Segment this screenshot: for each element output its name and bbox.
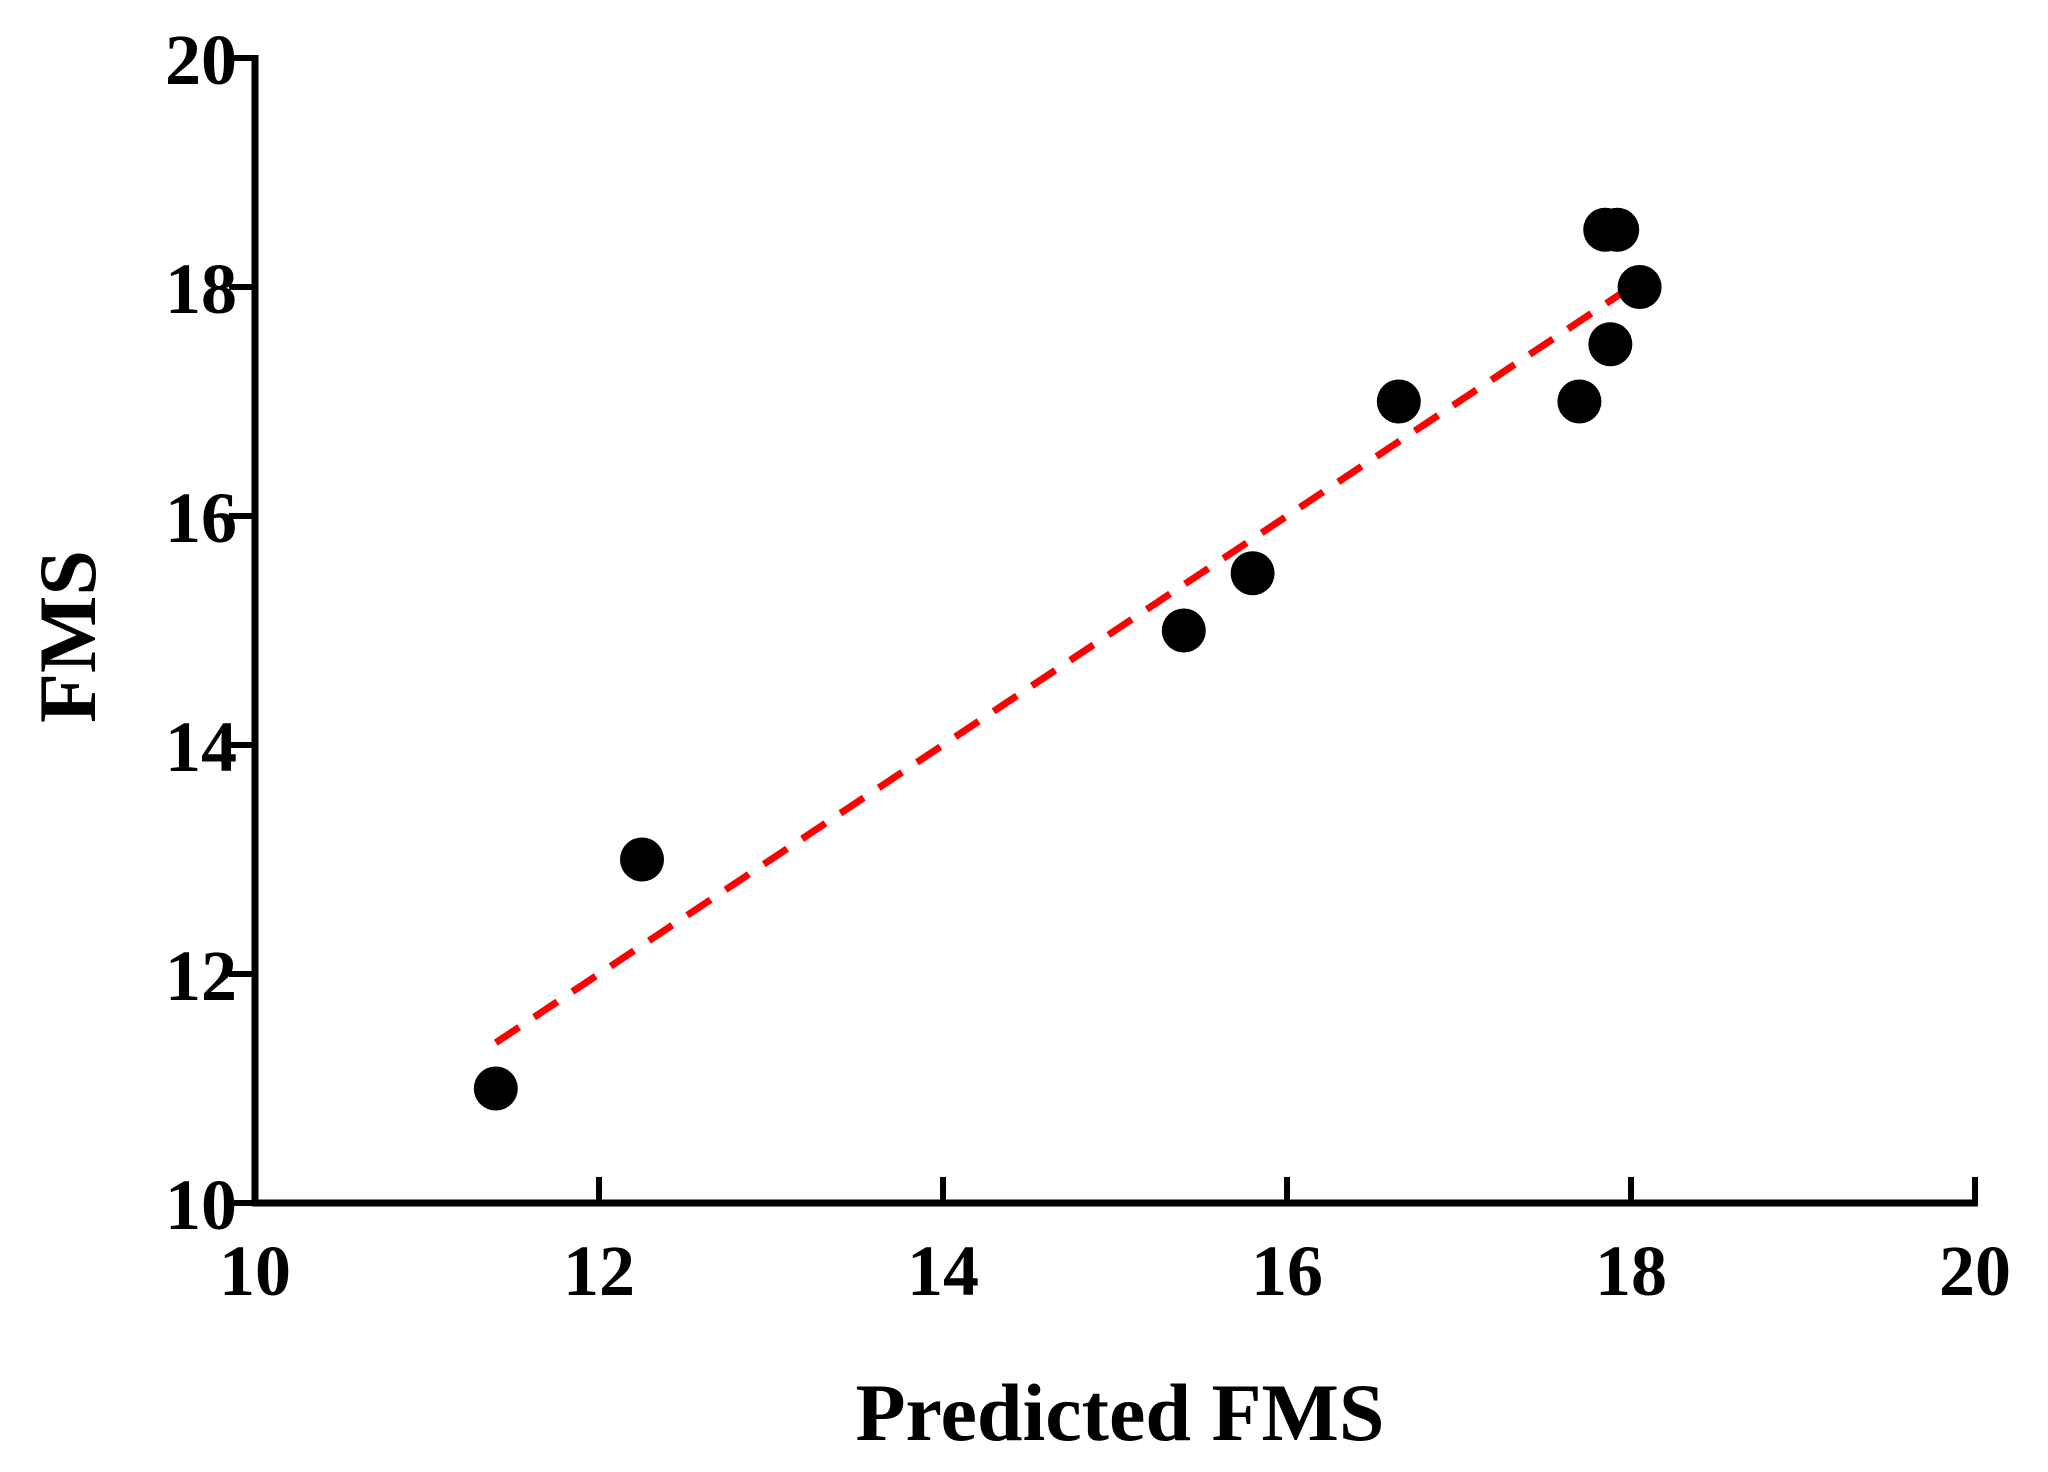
data-point xyxy=(1230,551,1275,596)
x-tick-label: 10 xyxy=(219,1231,291,1311)
x-tick-label: 12 xyxy=(563,1231,635,1311)
x-tick-label: 14 xyxy=(907,1231,979,1311)
regression-line xyxy=(493,289,1625,1046)
data-point xyxy=(473,1066,518,1111)
data-point xyxy=(1557,379,1602,424)
y-tick-label: 16 xyxy=(165,478,237,558)
y-tick-label: 14 xyxy=(165,707,237,787)
x-tick-label: 20 xyxy=(1939,1231,2011,1311)
data-point xyxy=(1161,608,1206,653)
y-tick-label: 18 xyxy=(165,249,237,329)
data-point xyxy=(1376,379,1421,424)
data-point xyxy=(620,837,664,882)
x-axis-ticks: 10 12 14 16 18 20 xyxy=(219,1177,2011,1311)
y-tick-label: 12 xyxy=(165,936,237,1016)
x-axis-title: Predicted FMS xyxy=(855,1367,1384,1458)
x-tick-label: 18 xyxy=(1595,1231,1667,1311)
data-points xyxy=(473,207,1662,1111)
y-axis-ticks: 10 12 14 16 18 20 xyxy=(165,20,255,1245)
data-point xyxy=(1588,322,1633,367)
y-tick-label: 10 xyxy=(165,1165,237,1245)
x-tick-label: 16 xyxy=(1251,1231,1323,1311)
fit-line-layer xyxy=(493,289,1625,1046)
data-point xyxy=(1595,207,1640,252)
y-tick-label: 20 xyxy=(165,20,237,100)
y-axis-title: FMS xyxy=(22,550,113,723)
axes xyxy=(251,55,1978,1207)
data-point xyxy=(1617,265,1662,309)
